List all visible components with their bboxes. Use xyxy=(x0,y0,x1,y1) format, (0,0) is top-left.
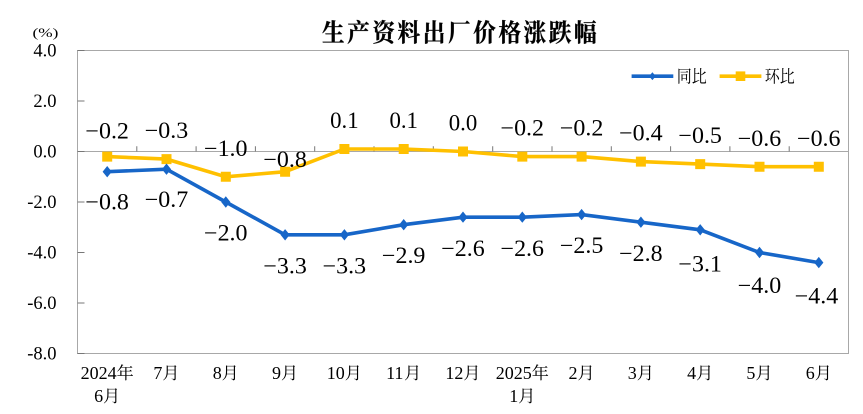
svg-text:−0.3: −0.3 xyxy=(145,118,189,143)
svg-text:−0.2: −0.2 xyxy=(501,116,545,141)
svg-text:-2.0: -2.0 xyxy=(27,193,56,213)
svg-text:6: 6 xyxy=(806,363,815,383)
svg-text:−1.0: −1.0 xyxy=(204,136,248,161)
svg-text:4: 4 xyxy=(687,363,696,383)
svg-text:−0.7: −0.7 xyxy=(145,187,189,212)
svg-text:−0.6: −0.6 xyxy=(738,126,782,151)
svg-text:−3.3: −3.3 xyxy=(263,254,307,279)
svg-text:−2.0: −2.0 xyxy=(204,221,248,246)
svg-text:−2.6: −2.6 xyxy=(441,236,485,261)
svg-text:−0.6: −0.6 xyxy=(797,126,841,151)
svg-text:−4.4: −4.4 xyxy=(795,284,839,309)
svg-text:2.0: 2.0 xyxy=(33,92,56,112)
svg-text:−2.6: −2.6 xyxy=(501,236,545,261)
svg-text:−2.8: −2.8 xyxy=(619,241,663,266)
svg-text:−3.3: −3.3 xyxy=(323,253,367,278)
svg-text:−0.5: −0.5 xyxy=(678,123,722,148)
svg-text:(%): (%) xyxy=(33,26,59,40)
svg-text:−0.4: −0.4 xyxy=(619,121,663,146)
svg-text:2025: 2025 xyxy=(496,363,532,383)
svg-text:8: 8 xyxy=(213,363,222,383)
svg-text:10: 10 xyxy=(327,363,345,383)
svg-text:7: 7 xyxy=(153,363,162,383)
svg-text:0.1: 0.1 xyxy=(330,108,359,133)
svg-text:−2.9: −2.9 xyxy=(382,243,426,268)
svg-text:-4.0: -4.0 xyxy=(27,244,56,264)
svg-text:1: 1 xyxy=(509,386,518,406)
svg-text:0.0: 0.0 xyxy=(449,111,478,136)
svg-text:−0.8: −0.8 xyxy=(85,190,129,215)
svg-text:-8.0: -8.0 xyxy=(27,345,56,365)
svg-text:6: 6 xyxy=(94,386,103,406)
svg-text:−0.8: −0.8 xyxy=(263,147,307,172)
svg-text:0.0: 0.0 xyxy=(33,143,56,163)
svg-text:12: 12 xyxy=(445,363,463,383)
svg-text:11: 11 xyxy=(386,363,403,383)
svg-text:−3.1: −3.1 xyxy=(678,251,722,276)
svg-text:2024: 2024 xyxy=(81,363,117,383)
svg-text:−4.0: −4.0 xyxy=(738,273,782,298)
svg-text:9: 9 xyxy=(272,363,281,383)
svg-text:−0.2: −0.2 xyxy=(85,118,129,143)
svg-text:2: 2 xyxy=(569,363,578,383)
svg-text:4.0: 4.0 xyxy=(33,42,56,62)
svg-text:3: 3 xyxy=(628,363,637,383)
svg-text:0.1: 0.1 xyxy=(389,108,418,133)
svg-text:−2.5: −2.5 xyxy=(560,233,604,258)
svg-text:−0.2: −0.2 xyxy=(560,116,604,141)
svg-text:5: 5 xyxy=(746,363,755,383)
svg-text:-6.0: -6.0 xyxy=(27,294,56,314)
